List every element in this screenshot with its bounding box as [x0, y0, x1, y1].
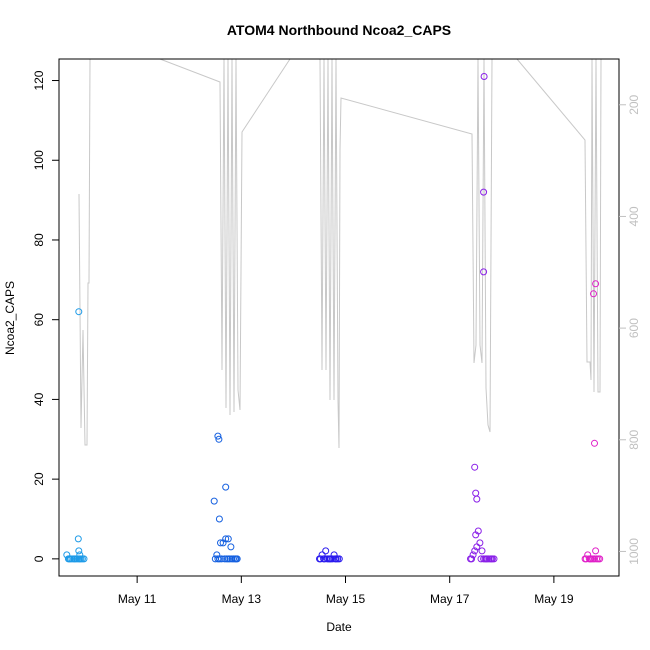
x-tick-label: May 19: [534, 592, 574, 606]
data-point: [75, 547, 83, 555]
data-points: [63, 73, 604, 563]
data-point: [478, 547, 486, 555]
data-point: [591, 555, 598, 563]
y-tick-label: 80: [32, 233, 46, 247]
data-point: [221, 555, 229, 563]
data-point: [215, 435, 223, 443]
data-point: [80, 555, 88, 563]
data-point: [215, 515, 223, 523]
data-point: [210, 497, 218, 505]
data-point: [217, 539, 224, 547]
y-tick-label: 100: [32, 150, 46, 170]
data-point: [224, 535, 232, 543]
data-point: [329, 555, 336, 563]
data-point: [227, 543, 235, 551]
data-point: [335, 555, 343, 563]
depth-line-2: [319, 59, 493, 449]
data-point: [490, 555, 498, 563]
data-point: [317, 555, 324, 563]
data-point: [592, 280, 600, 288]
data-point: [473, 495, 481, 503]
data-point: [480, 188, 488, 196]
data-point: [480, 268, 488, 276]
x-tick-label: May 17: [430, 592, 470, 606]
data-point: [74, 535, 82, 543]
data-point: [480, 73, 488, 80]
y-tick-label: 0: [32, 555, 46, 562]
y-axis-label: Ncoa2_CAPS: [3, 281, 17, 355]
y2-tick-label: 800: [627, 429, 641, 449]
data-point: [591, 439, 598, 447]
x-axis-label: Date: [326, 620, 352, 634]
depth-group: [78, 59, 602, 449]
y2-tick-label: 600: [627, 318, 641, 338]
data-point: [596, 555, 604, 563]
data-point: [472, 489, 480, 497]
depth-line-1: [159, 59, 291, 416]
chart-title: ATOM4 Northbound Ncoa2_CAPS: [227, 22, 451, 38]
y-tick-label: 20: [32, 472, 46, 486]
data-point: [233, 555, 241, 563]
data-point: [476, 539, 484, 547]
x-tick-label: May 15: [326, 592, 366, 606]
data-point: [222, 535, 230, 543]
y2-tick-label: 1000: [627, 538, 641, 565]
data-point: [214, 432, 222, 440]
data-point: [471, 547, 479, 555]
y2-tick-label: 200: [627, 94, 641, 114]
data-point: [471, 463, 479, 471]
data-point: [75, 308, 83, 316]
depth-line-3: [516, 59, 602, 393]
data-point: [222, 483, 230, 491]
depth-line-0: [78, 59, 91, 446]
data-point: [592, 547, 600, 555]
y-tick-label: 120: [32, 70, 46, 90]
x-tick-label: May 13: [222, 592, 262, 606]
data-point: [474, 527, 482, 535]
axes: May 11 May 13 May 15 May 17 May 19 0 20 40 60 80 1…: [32, 58, 641, 606]
data-point: [330, 551, 338, 559]
data-point: [468, 555, 476, 563]
data-point: [215, 555, 223, 563]
y-tick-label: 60: [32, 313, 46, 327]
data-point: [322, 547, 330, 555]
data-point: [469, 551, 477, 559]
y2-tick-label: 400: [627, 206, 641, 226]
depth-profile-lines: [78, 59, 602, 449]
data-point: [218, 555, 225, 563]
x-tick-label: May 11: [118, 592, 157, 606]
data-point: [582, 555, 590, 563]
y-tick-label: 40: [32, 392, 46, 406]
data-point: [590, 290, 597, 298]
data-point: [76, 551, 84, 559]
